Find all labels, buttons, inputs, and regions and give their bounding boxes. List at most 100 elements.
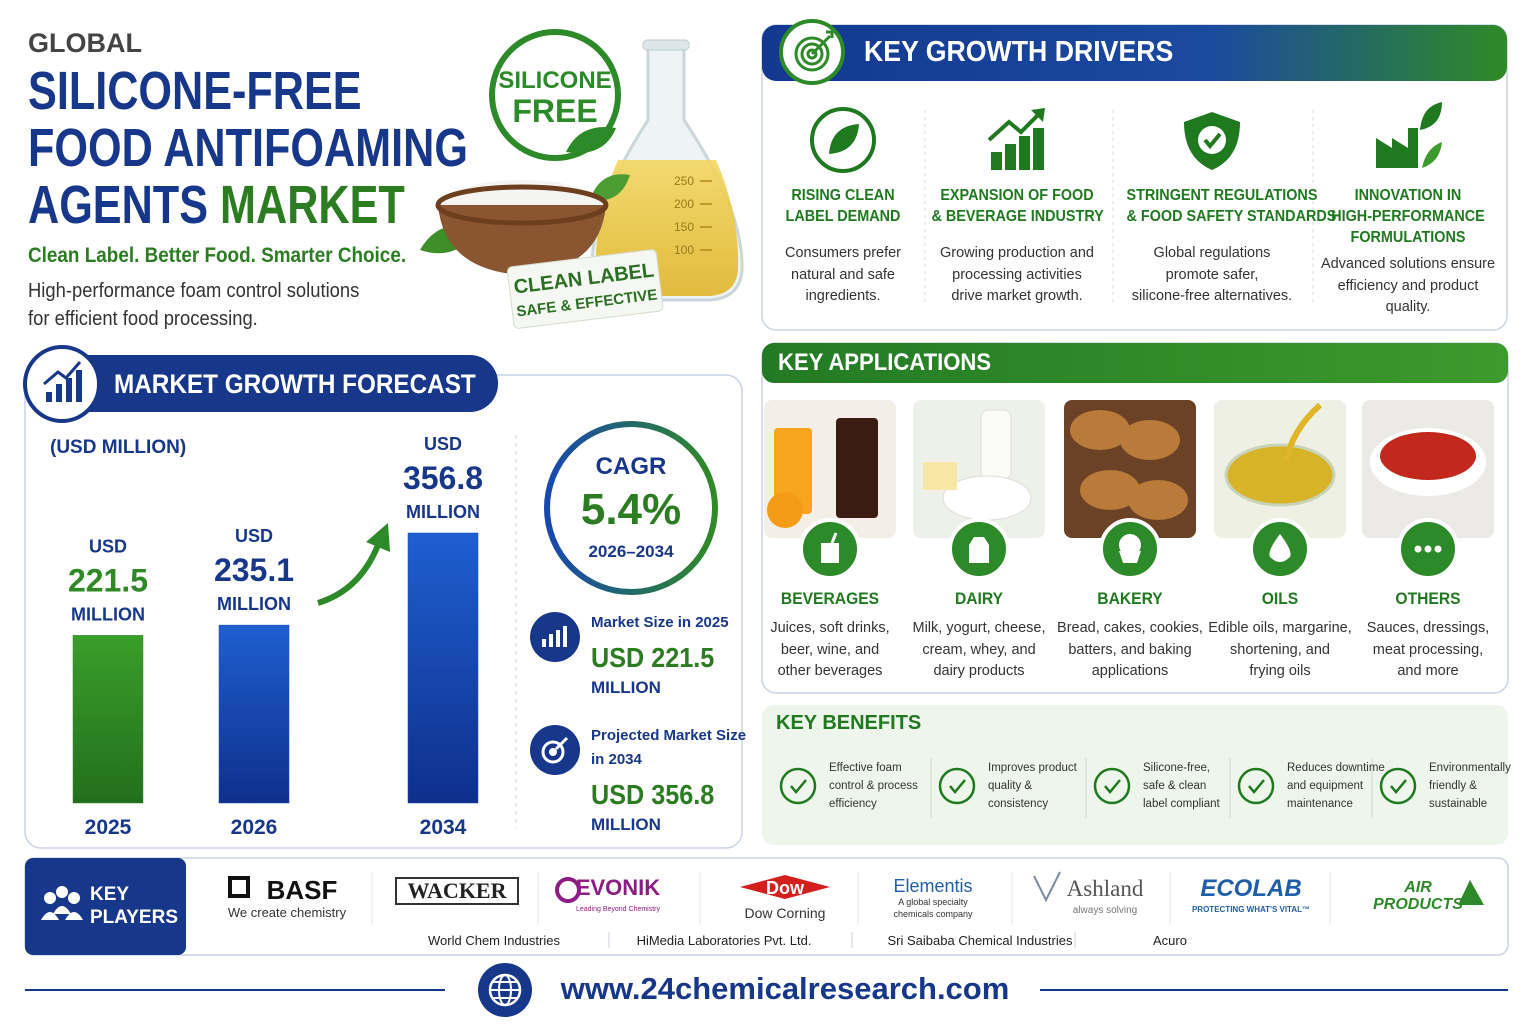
bar xyxy=(72,635,144,804)
app-text: applications xyxy=(1091,663,1169,679)
cagr-label: CAGR xyxy=(595,453,667,480)
stat-label: Market Size in 2025 xyxy=(591,614,729,631)
value-suffix: MILLION xyxy=(406,502,480,522)
app-text: dairy products xyxy=(933,663,1025,679)
benefits-panel xyxy=(762,705,1508,845)
driver-title: & FOOD SAFETY STANDARDS xyxy=(1126,208,1337,225)
stat-icon xyxy=(530,612,580,662)
value-prefix: USD xyxy=(89,536,127,556)
flask-mark: 250 xyxy=(674,174,694,188)
driver-icon xyxy=(1203,132,1222,150)
player-name: Acuro xyxy=(1153,933,1187,948)
logo-name: AIR xyxy=(1404,879,1432,896)
stat-value: USD 356.8 xyxy=(591,779,715,810)
app-glyph xyxy=(821,543,839,563)
description: for efficient food processing. xyxy=(28,308,258,330)
bar xyxy=(407,532,479,804)
value-label: 235.1 xyxy=(214,552,294,588)
app-title: DAIRY xyxy=(954,589,1004,608)
photo-bread xyxy=(1070,410,1130,450)
benefit-text: Silicone-free, xyxy=(1143,762,1211,774)
photo-sauce xyxy=(1380,432,1476,480)
benefit-text: Reduces downtime xyxy=(1287,762,1385,774)
app-text: meat processing, xyxy=(1372,641,1484,658)
icon-bar xyxy=(76,370,82,402)
logo-tagline: PROTECTING WHAT'S VITAL™ xyxy=(1191,905,1311,914)
stat-label: in 2034 xyxy=(591,751,642,768)
app-glyph xyxy=(1119,551,1141,563)
cagr-period: 2026–2034 xyxy=(588,542,674,561)
app-text: frying oils xyxy=(1249,663,1311,679)
app-glyph xyxy=(1434,545,1442,553)
app-text: batters, and baking xyxy=(1068,641,1192,658)
globe-glyph xyxy=(490,981,520,999)
benefit-text: Improves product xyxy=(988,762,1077,774)
flask-mark: 100 xyxy=(674,243,694,257)
benefits-title: KEY BENEFITS xyxy=(776,712,922,734)
driver-title: & BEVERAGE INDUSTRY xyxy=(931,208,1104,225)
benefit-icon xyxy=(938,767,976,805)
player-name: Sri Saibaba Chemical Industries xyxy=(887,933,1073,948)
badge-text: SILICONE xyxy=(498,67,611,94)
driver-text: quality. xyxy=(1385,299,1431,315)
x-tick-label: 2034 xyxy=(420,816,467,839)
x-tick-label: 2025 xyxy=(85,816,132,839)
benefit-text: safe & clean xyxy=(1143,780,1207,792)
benefit-icon xyxy=(1104,779,1121,794)
airproducts-mark xyxy=(1458,880,1484,905)
app-text: shortening, and xyxy=(1230,641,1330,658)
app-title: BAKERY xyxy=(1097,589,1163,608)
basf-mark xyxy=(228,876,250,898)
unit-label: (USD MILLION) xyxy=(50,437,187,458)
app-glyph xyxy=(1414,545,1422,553)
driver-text: ingredients. xyxy=(805,288,881,304)
photo-bowl xyxy=(1224,443,1336,507)
stat-glyph xyxy=(549,748,557,756)
bar xyxy=(218,624,290,804)
photo-bread xyxy=(1120,420,1180,460)
title-line: AGENTS MARKET xyxy=(28,175,405,235)
driver-title: STRINGENT REGULATIONS xyxy=(1126,187,1318,204)
benefit-text: Effective foam xyxy=(829,762,902,774)
players-title: KEY xyxy=(90,884,130,905)
stat-glyph xyxy=(541,740,565,764)
target-ring xyxy=(794,36,830,72)
ashland-mark xyxy=(1033,871,1061,903)
benefit-text: sustainable xyxy=(1429,798,1488,810)
driver-icon xyxy=(1005,144,1016,170)
stat-unit: MILLION xyxy=(591,678,661,697)
driver-title: EXPANSION OF FOOD xyxy=(940,187,1094,204)
label-card xyxy=(506,249,664,329)
app-text: Edible oils, margarine, xyxy=(1208,620,1352,636)
players-label-bg xyxy=(25,858,186,955)
logo-name: PRODUCTS xyxy=(1373,896,1463,913)
driver-icon xyxy=(1198,126,1226,154)
drivers-title: KEY GROWTH DRIVERS xyxy=(864,36,1174,68)
driver-icon xyxy=(1420,102,1442,130)
benefit-text: maintenance xyxy=(1287,798,1353,810)
x-tick-label: 2026 xyxy=(231,816,278,839)
target-arrow xyxy=(810,30,834,56)
benefit-text: control & process xyxy=(829,780,918,792)
stat-glyph xyxy=(554,736,569,751)
logo-tagline: A global specialty xyxy=(898,897,968,907)
driver-title: FORMULATIONS xyxy=(1350,229,1466,246)
people-icon xyxy=(65,912,83,920)
cagr-ring xyxy=(544,421,718,595)
website: www.24chemicalresearch.com xyxy=(560,971,1010,1006)
photo-bread xyxy=(1080,470,1140,510)
benefit-icon xyxy=(1379,767,1417,805)
benefit-text: Environmentally xyxy=(1429,762,1511,774)
app-glyph xyxy=(1119,534,1141,556)
app-glyph xyxy=(1269,534,1291,562)
driver-icon xyxy=(991,152,1002,170)
bowl-rim xyxy=(435,184,609,226)
driver-title: LABEL DEMAND xyxy=(785,208,901,225)
benefit-icon xyxy=(1093,767,1131,805)
cagr-value: 5.4% xyxy=(580,485,682,534)
app-glyph xyxy=(830,532,838,544)
driver-title: RISING CLEAN xyxy=(791,187,895,204)
app-title: OILS xyxy=(1261,589,1299,608)
stat-value: USD 221.5 xyxy=(591,642,715,673)
